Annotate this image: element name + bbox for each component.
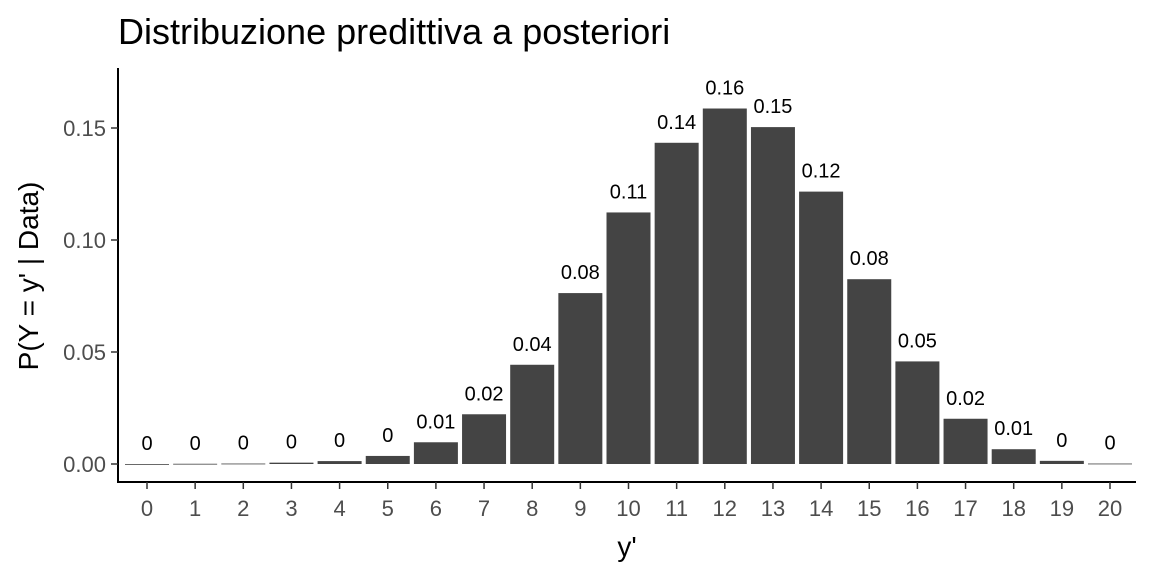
x-axis-title: y' [617,531,636,562]
bar-11 [654,142,699,464]
data-label-8: 0.04 [513,334,552,356]
data-label-7: 0.02 [465,383,504,405]
x-tick-label-3: 3 [285,496,297,521]
y-tick-label-0.10: 0.10 [63,228,106,253]
x-tick-label-15: 15 [857,496,881,521]
x-tick-label-4: 4 [333,496,345,521]
bar-8 [510,364,555,464]
y-axis-title: P(Y = y' | Data) [13,182,44,371]
data-label-16: 0.05 [898,330,937,352]
y-tick-group: 0.00 0.05 0.10 0.15 [63,116,118,477]
x-tick-label-6: 6 [430,496,442,521]
data-label-0: 0 [141,433,152,455]
x-tick-label-11: 11 [665,496,688,521]
bar-group [125,108,1132,465]
x-tick-label-2: 2 [237,496,249,521]
data-label-17: 0.02 [946,388,985,410]
x-tick-label-1: 1 [189,496,201,521]
x-tick-label-5: 5 [382,496,394,521]
x-tick-label-19: 19 [1050,496,1074,521]
data-label-10: 0.11 [610,181,647,203]
x-tick-label-18: 18 [1001,496,1025,521]
y-tick-label-0.05: 0.05 [63,340,106,365]
x-tick-label-13: 13 [761,496,785,521]
bar-19 [1039,460,1084,464]
x-tick-label-10: 10 [616,496,640,521]
x-tick-group: 0 1 2 3 4 5 6 7 8 9 10 11 12 13 14 15 16 17 18 19 20 [141,482,1122,521]
data-label-3: 0 [286,432,297,454]
bar-12 [702,108,747,465]
bar-6 [413,442,458,464]
bar-9 [558,293,603,464]
data-label-group: 0 0 0 0 0 0 0.01 0.02 0.04 0.08 0.11 0.14 0.16 0.15 0.… [141,78,1115,455]
bar-0 [125,464,169,465]
y-tick-label-0.00: 0.00 [63,452,106,477]
data-label-20: 0 [1104,433,1115,455]
bar-7 [462,414,507,464]
x-tick-label-17: 17 [953,496,977,521]
data-label-4: 0 [334,430,345,452]
bar-20 [1088,463,1132,465]
data-label-15: 0.08 [850,248,889,270]
data-label-13: 0.15 [753,96,792,118]
bar-10 [606,212,651,464]
bar-3 [269,462,314,464]
bar-14 [799,191,844,464]
bar-2 [221,463,266,465]
bar-5 [365,455,410,464]
data-label-1: 0 [190,433,201,455]
data-label-18: 0.01 [994,418,1033,440]
x-tick-label-20: 20 [1098,496,1122,521]
bar-18 [991,449,1036,464]
x-tick-label-0: 0 [141,496,153,521]
chart-title: Distribuzione predittiva a posteriori [118,11,670,52]
data-label-14: 0.12 [802,161,841,183]
data-label-6: 0.01 [416,411,455,433]
bar-16 [895,361,940,464]
data-label-2: 0 [238,433,249,455]
x-tick-label-8: 8 [526,496,538,521]
bar-13 [750,127,795,464]
x-tick-label-16: 16 [905,496,929,521]
bar-15 [847,279,892,464]
data-label-12: 0.16 [705,78,744,100]
data-label-9: 0.08 [561,262,600,284]
x-tick-label-14: 14 [809,496,833,521]
x-tick-label-9: 9 [574,496,586,521]
data-label-11: 0.14 [657,112,696,134]
data-label-5: 0 [382,425,393,447]
bar-4 [317,461,362,464]
x-tick-label-7: 7 [478,496,490,521]
x-tick-label-12: 12 [713,496,737,521]
bar-17 [943,418,988,464]
bar-1 [173,463,218,465]
y-tick-label-0.15: 0.15 [63,116,106,141]
data-label-19: 0 [1056,430,1067,452]
